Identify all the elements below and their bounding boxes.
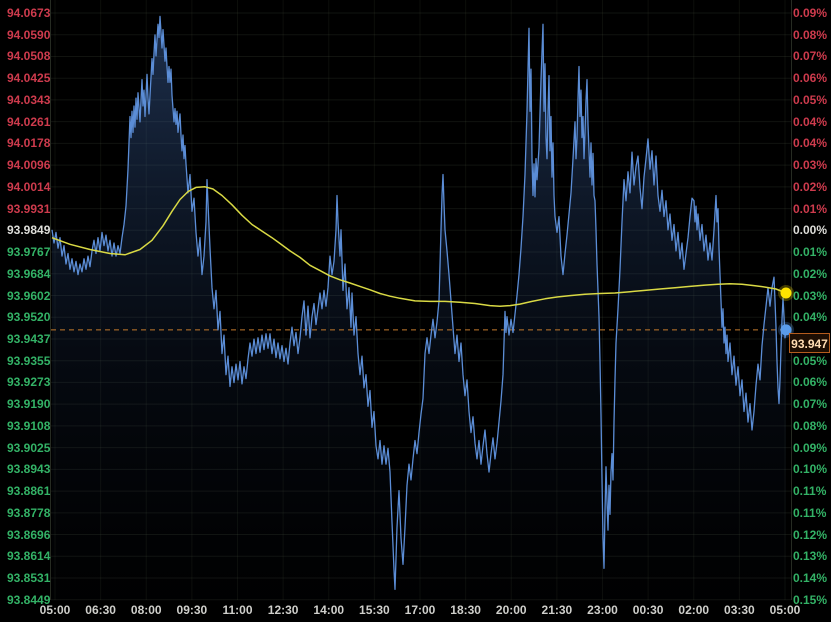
price-axis-tick-label: 94.0261 [7, 114, 51, 129]
time-axis-tick-label: 15:30 [359, 603, 390, 617]
price-axis-tick-label: 93.8778 [7, 505, 51, 520]
price-axis-tick-label: 93.9190 [7, 397, 51, 412]
price-axis-tick-label: 93.8696 [7, 527, 51, 542]
price-axis-tick-label: 94.0014 [7, 179, 51, 194]
time-axis-tick-label: 00:30 [632, 603, 664, 617]
percent-axis-tick-label: 0.05% [793, 92, 828, 107]
percent-axis-tick-label: 0.02% [793, 266, 828, 281]
time-axis-tick-label: 17:00 [404, 603, 436, 617]
percent-axis-tick-label: 0.00% [793, 223, 828, 238]
price-axis-tick-label: 93.9108 [7, 418, 51, 433]
price-axis-tick-label: 94.0343 [7, 92, 51, 107]
price-axis-tick-label: 93.8861 [7, 484, 51, 499]
price-axis-tick-label: 93.8614 [7, 549, 51, 564]
last-price-dot [780, 324, 792, 336]
time-axis-tick-label: 12:30 [267, 603, 299, 617]
percent-axis-tick-label: 0.11% [793, 484, 827, 499]
percent-axis-tick-label: 0.14% [793, 571, 828, 585]
price-axis-tick-label: 93.9602 [7, 288, 51, 303]
percent-axis-tick-label: 0.02% [793, 179, 828, 194]
time-axis-tick-label: 21:30 [541, 603, 573, 617]
price-axis-tick-label: 93.9684 [7, 266, 51, 281]
percent-axis-tick-label: 0.03% [793, 158, 828, 173]
moving-average-line [51, 186, 787, 307]
price-axis-tick-label: 93.9520 [7, 310, 51, 325]
percent-axis-tick-label: 0.07% [793, 397, 828, 412]
percent-axis-tick-label: 0.04% [793, 136, 828, 151]
price-axis-tick-label: 93.9849 [7, 223, 51, 238]
time-axis-tick-label: 05:00 [769, 603, 801, 617]
percent-axis-tick-label: 0.08% [793, 27, 828, 42]
time-axis-tick-label: 05:00 [39, 603, 71, 617]
price-axis-tick-label: 93.8943 [7, 462, 51, 477]
time-axis-tick-label: 09:30 [176, 603, 208, 617]
percent-axis-tick-label: 0.12% [793, 527, 828, 542]
percent-axis-tick-label: 0.06% [793, 71, 828, 86]
percent-axis-tick-label: 0.05% [793, 353, 828, 368]
time-axis-tick-label: 03:30 [724, 603, 755, 617]
time-axis-tick-label: 20:00 [495, 603, 527, 617]
percent-axis-tick-label: 0.10% [793, 462, 828, 477]
percent-axis-tick-label: 0.06% [793, 375, 828, 390]
time-axis-tick-label: 02:00 [678, 603, 710, 617]
last-price-badge: 93.947 [789, 332, 830, 353]
price-axis-tick-label: 93.9931 [7, 201, 51, 216]
percent-axis-tick-label: 0.04% [793, 310, 828, 325]
percent-axis-tick-label: 0.07% [793, 49, 828, 64]
percent-axis-tick-label: 0.08% [793, 418, 828, 433]
price-axis-tick-label: 93.9273 [7, 375, 51, 390]
price-area-fill [52, 16, 786, 600]
ma-end-dot [780, 287, 792, 299]
price-axis-tick-label: 94.0425 [7, 71, 51, 86]
percent-axis-tick-label: 0.09% [793, 6, 828, 20]
time-axis-tick-label: 23:00 [587, 603, 618, 617]
time-axis-tick-label: 08:00 [130, 603, 162, 617]
percent-axis-tick-label: 0.15% [793, 592, 828, 607]
price-axis-tick-label: 93.8531 [7, 571, 51, 585]
percent-axis-tick-label: 0.11% [793, 505, 827, 520]
price-axis-tick-label: 94.0673 [7, 6, 51, 20]
percent-axis-tick-label: 0.01% [793, 201, 828, 216]
percent-axis-tick-label: 0.04% [793, 114, 828, 129]
percent-axis-tick-label: 0.01% [793, 245, 828, 260]
price-line [51, 15, 787, 590]
time-axis-tick-label: 14:00 [313, 603, 345, 617]
price-axis-tick-label: 93.9025 [7, 440, 51, 455]
time-axis-tick-label: 18:30 [450, 603, 481, 617]
price-axis-tick-label: 93.9437 [7, 331, 51, 346]
price-axis-tick-label: 94.0590 [7, 27, 51, 42]
price-axis-tick-label: 93.8449 [7, 592, 51, 607]
percent-axis-tick-label: 0.03% [793, 288, 828, 303]
percent-axis-tick-label: 0.09% [793, 440, 828, 455]
price-axis-tick-label: 94.0508 [7, 49, 51, 64]
time-axis-tick-label: 06:30 [85, 603, 116, 617]
price-axis-tick-label: 94.0178 [7, 136, 51, 151]
price-axis-tick-label: 93.9767 [7, 245, 51, 260]
time-axis-tick-label: 11:00 [222, 603, 253, 617]
price-axis-tick-label: 94.0096 [7, 158, 51, 173]
price-axis-tick-label: 93.9355 [7, 353, 51, 368]
percent-axis-tick-label: 0.13% [793, 549, 828, 564]
